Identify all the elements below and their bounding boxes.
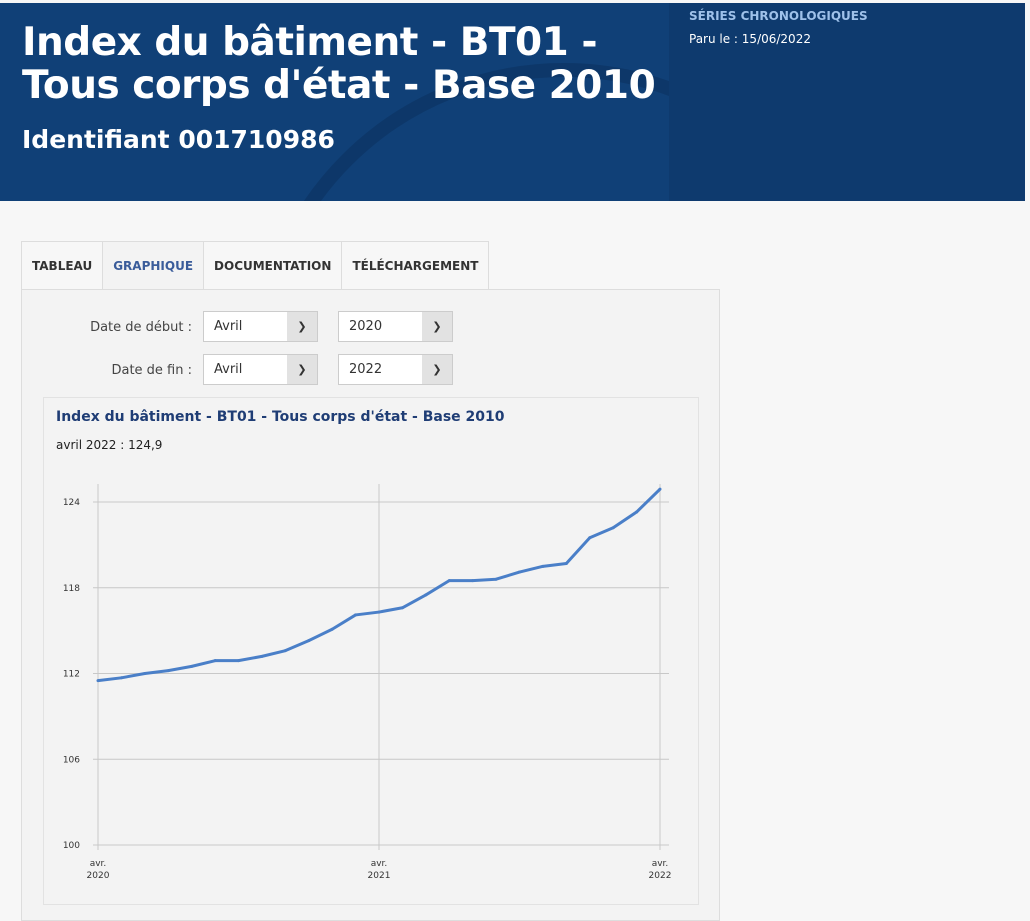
x-tick-label: avr. (652, 859, 669, 869)
tab-graphique[interactable]: GRAPHIQUE (102, 241, 205, 290)
publication-date: Paru le : 15/06/2022 (689, 32, 811, 46)
header-side: SÉRIES CHRONOLOGIQUES Paru le : 15/06/20… (669, 3, 1025, 201)
data-point (143, 672, 147, 676)
data-point (237, 659, 240, 663)
data-point (354, 613, 358, 617)
start-month-select[interactable]: Avril ❯ (203, 311, 318, 342)
line-chart: 100 106 112 118 124 avr. 2020 avr. 2021 avr. 2022 (63, 484, 672, 881)
data-point (658, 487, 662, 491)
data-point (611, 526, 615, 530)
data-point (330, 627, 334, 631)
x-tick-label: avr. (371, 859, 388, 869)
chart-annotation: avril 2022 : 124,9 (56, 438, 163, 452)
identifier: Identifiant 001710986 (22, 125, 335, 154)
y-tick-label: 118 (63, 584, 80, 594)
chevron-down-icon: ❯ (422, 312, 452, 341)
tab-tableau[interactable]: TABLEAU (21, 241, 104, 290)
start-date-label: Date de début : (90, 320, 192, 335)
header-banner: Index du bâtiment - BT01 - Tous corps d'… (0, 3, 669, 201)
chart-title: Index du bâtiment - BT01 - Tous corps d'… (56, 409, 505, 425)
end-year-value: 2022 (349, 362, 383, 377)
chevron-down-icon: ❯ (287, 355, 317, 384)
data-point (213, 659, 217, 663)
end-month-value: Avril (214, 362, 243, 377)
end-month-select[interactable]: Avril ❯ (203, 354, 318, 385)
data-point (260, 654, 264, 658)
chevron-down-icon: ❯ (422, 355, 452, 384)
tab-documentation[interactable]: DOCUMENTATION (203, 241, 343, 290)
chart-panel: Date de début : Avril ❯ 2020 ❯ Date de fin… (21, 289, 720, 921)
end-year-select[interactable]: 2022 ❯ (338, 354, 453, 385)
data-point (635, 510, 639, 514)
tab-bar: TABLEAU GRAPHIQUE DOCUMENTATION TÉLÉCHAR… (21, 241, 490, 290)
data-point (518, 570, 521, 574)
y-tick-label: 106 (63, 755, 80, 765)
data-point (166, 669, 170, 673)
chart: Index du bâtiment - BT01 - Tous corps d'… (43, 397, 699, 905)
x-tick-label: 2021 (368, 871, 391, 881)
x-tick-label: avr. (90, 859, 107, 869)
data-point (424, 593, 428, 597)
category-link[interactable]: SÉRIES CHRONOLOGIQUES (689, 9, 868, 23)
data-point (588, 536, 592, 540)
data-point (96, 679, 100, 683)
data-point (190, 664, 194, 668)
data-point (564, 561, 568, 565)
y-tick-label: 100 (63, 841, 80, 851)
y-tick-label: 112 (63, 670, 80, 680)
data-point (283, 649, 287, 653)
page-title: Index du bâtiment - BT01 - Tous corps d'… (22, 20, 656, 108)
start-year-select[interactable]: 2020 ❯ (338, 311, 453, 342)
data-point (471, 579, 475, 583)
tab-telechargement[interactable]: TÉLÉCHARGEMENT (341, 241, 490, 290)
data-point (494, 577, 498, 581)
data-point (377, 610, 381, 614)
data-point (447, 579, 451, 583)
end-date-label: Date de fin : (111, 363, 192, 378)
data-point (400, 606, 404, 610)
start-year-value: 2020 (349, 319, 383, 334)
x-tick-label: 2022 (649, 871, 672, 881)
y-tick-label: 124 (63, 498, 80, 508)
start-month-value: Avril (214, 319, 243, 334)
data-point (119, 676, 123, 680)
x-tick-label: 2020 (87, 871, 110, 881)
data-point (307, 639, 311, 643)
data-point (541, 564, 545, 568)
chevron-down-icon: ❯ (287, 312, 317, 341)
